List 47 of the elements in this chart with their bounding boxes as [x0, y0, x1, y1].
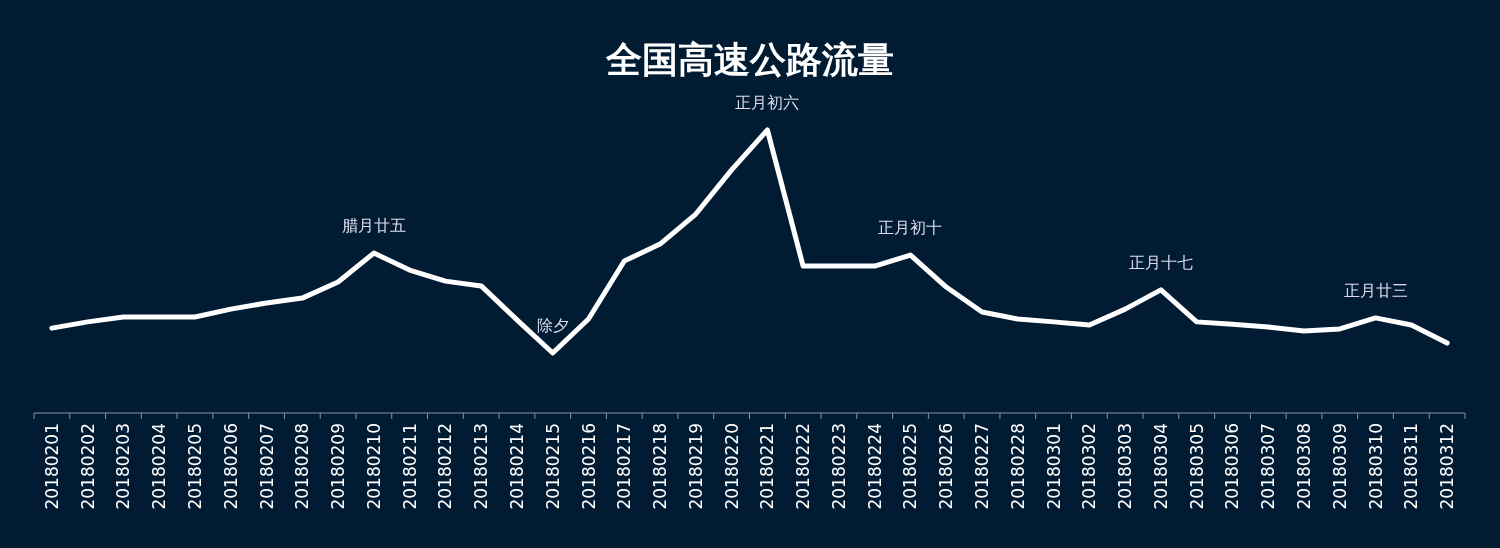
x-tick-label: 20180304	[1150, 423, 1171, 510]
x-tick-label: 20180226	[936, 423, 957, 510]
x-tick-label: 20180301	[1043, 423, 1064, 510]
x-tick-label: 20180201	[41, 423, 62, 510]
x-tick-label: 20180216	[578, 423, 599, 510]
x-tick-label: 20180310	[1365, 423, 1386, 510]
x-tick-label: 20180305	[1186, 423, 1207, 510]
x-tick-label: 20180210	[363, 423, 384, 510]
x-tick-label: 20180219	[685, 423, 706, 510]
x-tick-label: 20180222	[793, 423, 814, 510]
x-tick-label: 20180312	[1437, 423, 1458, 510]
annotation: 除夕	[536, 316, 569, 335]
x-tick-label: 20180217	[614, 423, 635, 510]
x-tick-label: 20180213	[471, 423, 492, 510]
x-tick-label: 20180224	[864, 423, 885, 510]
x-tick-label: 20180223	[828, 423, 849, 510]
x-tick-label: 20180303	[1115, 423, 1136, 510]
x-tick-label: 20180211	[399, 423, 420, 510]
chart-title: 全国高速公路流量	[605, 39, 894, 80]
annotation: 腊月廿五	[341, 216, 406, 236]
x-tick-label: 20180212	[435, 423, 456, 510]
x-tick-label: 20180308	[1294, 423, 1315, 510]
x-tick-label: 20180214	[506, 423, 527, 510]
x-tick-label: 20180220	[721, 423, 742, 510]
x-tick-label: 20180225	[900, 423, 921, 510]
x-tick-label: 20180311	[1401, 423, 1422, 510]
annotation: 正月十七	[1128, 252, 1193, 272]
x-tick-label: 20180208	[292, 423, 313, 510]
x-tick-label: 20180218	[650, 423, 671, 510]
x-tick-label: 20180209	[328, 423, 349, 510]
x-tick-label: 20180309	[1329, 423, 1350, 510]
x-tick-label: 20180215	[542, 423, 563, 510]
x-tick-label: 20180205	[184, 423, 205, 510]
x-tick-label: 20180228	[1007, 423, 1028, 510]
x-tick-label: 20180202	[77, 423, 98, 510]
x-tick-label: 20180203	[113, 423, 134, 510]
annotation: 正月初十	[878, 218, 943, 238]
x-tick-label: 20180307	[1258, 423, 1279, 510]
annotation: 正月廿三	[1343, 280, 1408, 300]
annotation: 正月初六	[735, 93, 800, 112]
x-tick-label: 20180227	[972, 423, 993, 510]
x-tick-label: 20180306	[1222, 423, 1243, 510]
x-tick-label: 20180207	[256, 423, 277, 510]
x-tick-label: 20180206	[220, 423, 241, 510]
x-tick-label: 20180204	[149, 423, 170, 510]
x-tick-label: 20180221	[757, 423, 778, 510]
x-tick-label: 20180302	[1079, 423, 1100, 510]
